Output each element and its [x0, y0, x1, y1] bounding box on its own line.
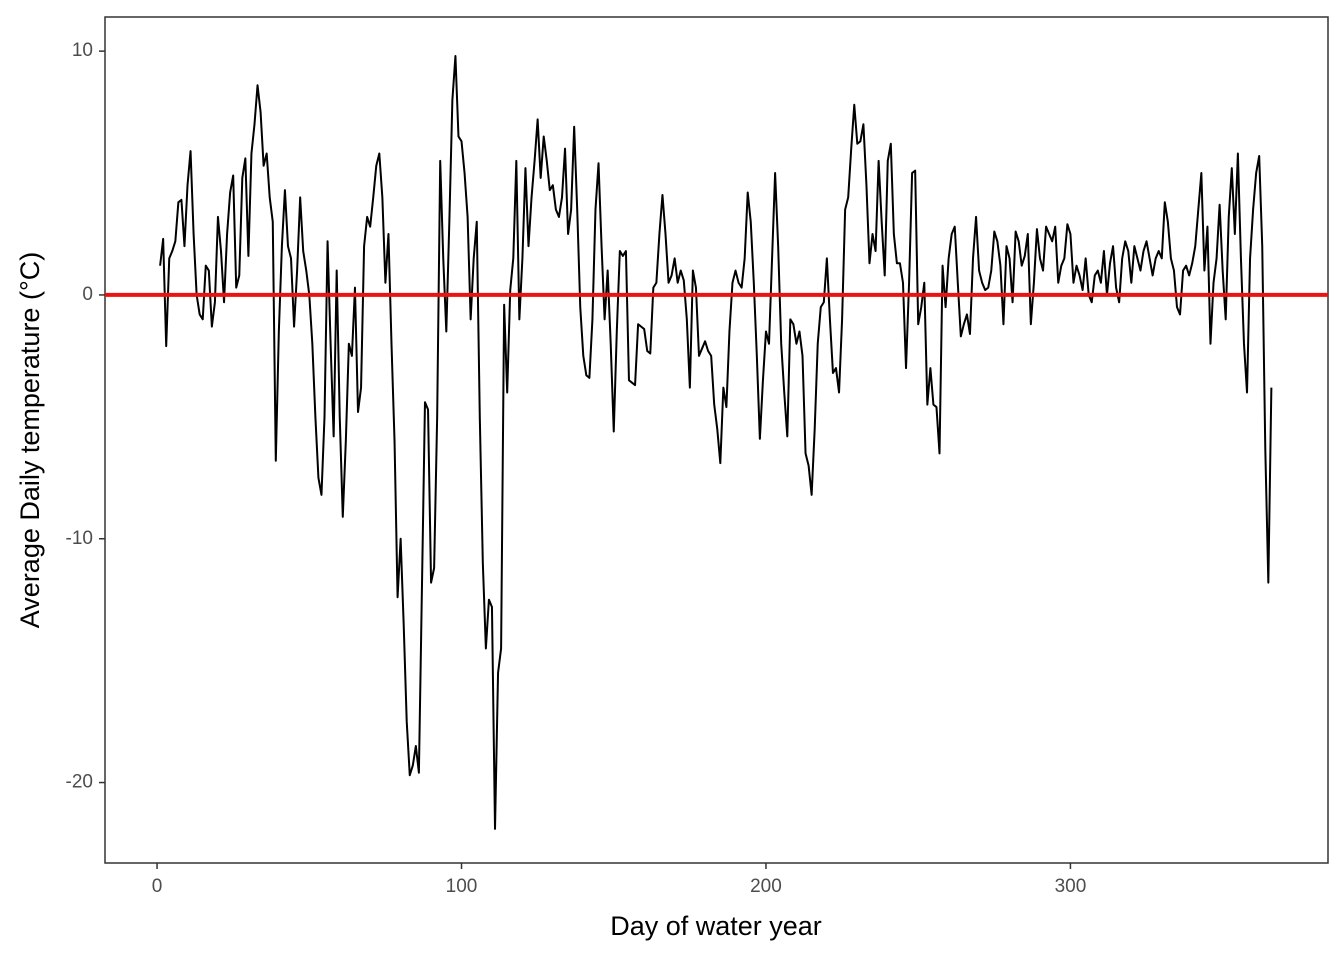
x-axis-title: Day of water year	[610, 911, 822, 941]
x-tick-label: 100	[446, 876, 478, 897]
y-tick-label: 0	[82, 284, 93, 305]
x-tick-label: 0	[152, 876, 163, 897]
y-tick-label: -10	[66, 528, 93, 549]
x-tick-label: 200	[750, 876, 782, 897]
plot-panel	[104, 16, 1329, 864]
y-axis-title: Average Daily temperature (°C)	[15, 252, 45, 628]
x-tick-label: 300	[1055, 876, 1087, 897]
y-tick-label: -20	[66, 772, 93, 793]
y-tick-label: 10	[72, 40, 93, 61]
data-line	[159, 55, 1273, 830]
